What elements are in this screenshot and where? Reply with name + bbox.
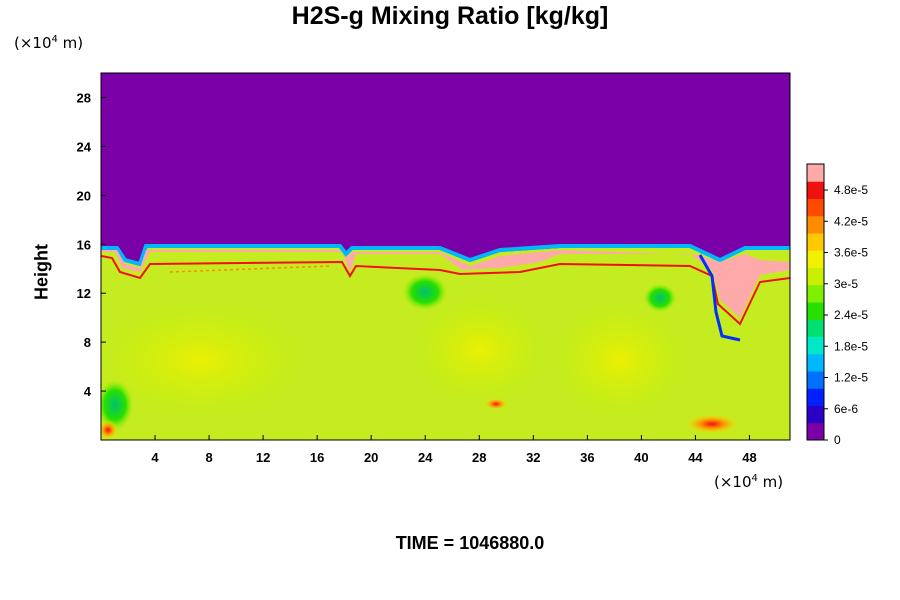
swirl-left <box>101 300 310 420</box>
colorbar-swatch <box>807 319 824 337</box>
colorbar-swatch <box>807 215 824 234</box>
y-unit-exp: 4 <box>51 34 58 45</box>
y-tick-label: 20 <box>77 188 91 203</box>
x-unit-exp: 4 <box>751 473 758 484</box>
colorbar-swatch <box>807 336 824 355</box>
colorbar-label: 3.6e-5 <box>834 246 868 260</box>
x-tick-label: 4 <box>151 450 159 465</box>
x-tick-label: 8 <box>205 450 212 465</box>
x-tick-label: 40 <box>634 450 648 465</box>
x-tick-label: 44 <box>688 450 703 465</box>
y-tick-label: 28 <box>77 90 91 105</box>
colorbar-label: 6e-6 <box>834 402 858 416</box>
colorbar-swatch <box>807 405 824 424</box>
colorbar-label: 2.4e-5 <box>834 308 868 322</box>
colorbar-swatch <box>807 233 824 251</box>
swirl-right <box>550 300 690 420</box>
x-axis-unit: (×104 m) <box>714 473 783 491</box>
x-tick-label: 24 <box>418 450 433 465</box>
chart-title: H2S-g Mixing Ratio [kg/kg] <box>291 2 609 30</box>
colorbar: 0 6e-6 1.2e-5 1.8e-5 2.4e-5 3e-5 3.6e-5 4.2e-5 4… <box>806 163 868 447</box>
y-axis-unit: (×104 m) <box>14 34 83 52</box>
y-tick-label: 24 <box>77 139 92 154</box>
colorbar-swatch <box>807 371 824 389</box>
colorbar-label: 0 <box>834 433 841 447</box>
x-tick-label: 12 <box>256 450 270 465</box>
interface-blue <box>101 244 790 267</box>
heatmap-field <box>101 73 790 440</box>
y-unit-base: (×10 <box>14 34 52 52</box>
orange-spot-3 <box>101 420 118 440</box>
colorbar-swatch <box>807 284 824 303</box>
colorbar-label: 4.2e-5 <box>834 214 868 228</box>
colorbar-swatch <box>807 353 824 372</box>
colorbar-label: 3e-5 <box>834 277 858 291</box>
y-tick-label: 8 <box>84 335 91 350</box>
green-eddy-1 <box>403 274 447 310</box>
x-tick-label: 16 <box>310 450 324 465</box>
y-unit-suffix: m) <box>57 34 84 52</box>
colorbar-label: 1.8e-5 <box>834 339 868 353</box>
colorbar-swatch <box>807 388 824 406</box>
swirl-mid <box>410 295 550 405</box>
y-tick-label: 4 <box>84 384 92 399</box>
colorbar-label: 1.2e-5 <box>834 371 868 385</box>
green-eddy-2 <box>101 380 133 430</box>
orange-spot-2 <box>484 398 508 410</box>
colorbar-swatch <box>807 267 824 286</box>
x-axis-ticks: 4 8 12 16 20 24 28 32 36 40 44 48 <box>151 435 757 465</box>
plot-frame <box>100 72 791 441</box>
colorbar-swatch <box>807 164 824 182</box>
colorbar-swatch <box>807 198 824 217</box>
colorbar-label: 4.8e-5 <box>834 183 868 197</box>
colorbar-swatch <box>807 422 824 441</box>
y-tick-label: 12 <box>77 286 91 301</box>
x-tick-label: 28 <box>472 450 486 465</box>
colorbar-swatch <box>807 302 824 320</box>
x-unit-base: (×10 <box>714 473 752 491</box>
green-eddy-3 <box>644 284 676 312</box>
orange-spot-1 <box>684 414 740 434</box>
x-tick-label: 36 <box>580 450 594 465</box>
y-tick-label: 16 <box>77 237 91 252</box>
colorbar-swatch <box>807 181 824 199</box>
x-tick-label: 32 <box>526 450 540 465</box>
x-tick-label: 48 <box>742 450 756 465</box>
x-tick-label: 20 <box>364 450 378 465</box>
interface-red <box>101 255 790 326</box>
time-label: TIME = 1046880.0 <box>395 533 545 553</box>
striation <box>169 265 331 273</box>
x-unit-suffix: m) <box>757 473 784 491</box>
y-axis-ticks: 4 8 12 16 20 24 28 <box>77 90 106 399</box>
plume-blue <box>698 254 741 342</box>
colorbar-frame <box>806 163 825 441</box>
colorbar-swatch <box>807 250 824 268</box>
